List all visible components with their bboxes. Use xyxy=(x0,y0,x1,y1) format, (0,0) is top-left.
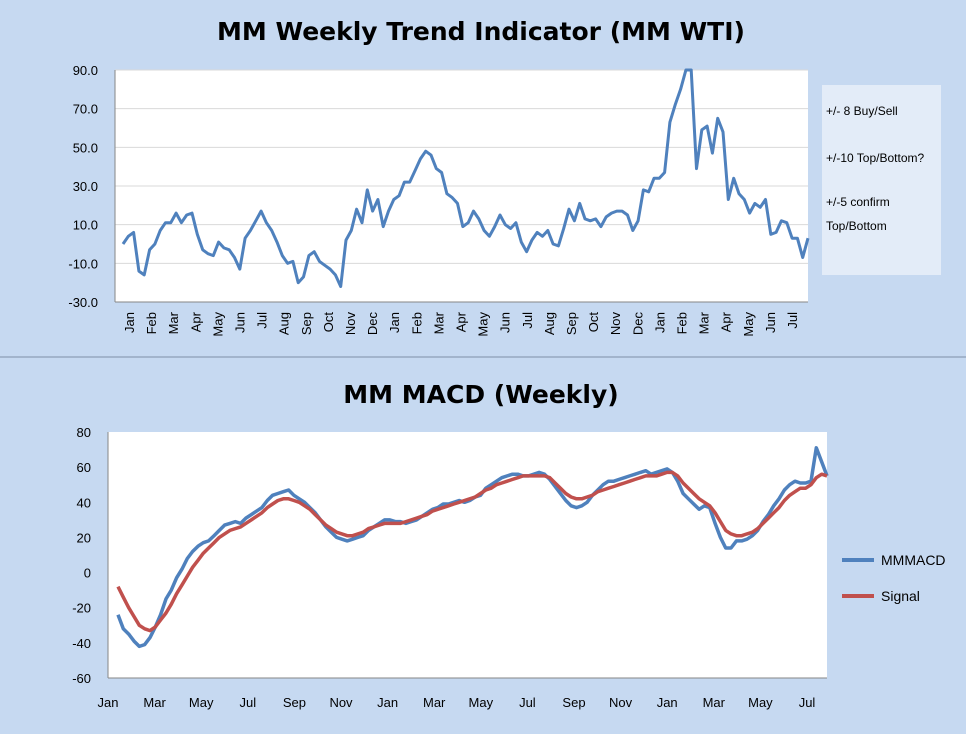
macd-x-tick-label: Mar xyxy=(423,695,446,710)
macd-chart-title: MM MACD (Weekly) xyxy=(343,380,618,409)
wti-x-tick-label: Oct xyxy=(321,312,336,333)
wti-note-1: +/- 8 Buy/Sell xyxy=(826,104,898,118)
wti-x-tick-label: Mar xyxy=(697,311,712,334)
wti-x-tick-label: May xyxy=(476,312,491,337)
wti-x-tick-label: Jan xyxy=(652,312,667,333)
wti-x-tick-label: Feb xyxy=(144,312,159,334)
wti-x-tick-label: Aug xyxy=(277,312,292,335)
macd-x-tick-label: Jul xyxy=(519,695,536,710)
wti-chart-title: MM Weekly Trend Indicator (MM WTI) xyxy=(217,17,745,46)
wti-notes-box xyxy=(822,85,941,275)
wti-x-tick-label: Jun xyxy=(763,312,778,333)
wti-x-tick-label: Mar xyxy=(166,311,181,334)
wti-x-tick-label: Jul xyxy=(255,312,270,329)
macd-x-tick-label: Mar xyxy=(143,695,166,710)
wti-y-tick-label: 90.0 xyxy=(73,63,98,78)
wti-y-tick-label: -30.0 xyxy=(68,295,98,310)
wti-note-3: +/-5 confirm xyxy=(826,195,890,209)
wti-x-tick-label: Dec xyxy=(630,312,645,336)
wti-x-tick-label: Jun xyxy=(233,312,248,333)
macd-x-tick-label: May xyxy=(189,695,214,710)
wti-x-tick-label: Apr xyxy=(719,311,734,332)
wti-y-tick-label: 70.0 xyxy=(73,102,98,117)
legend-macd-label: MMMACD xyxy=(881,552,946,568)
macd-x-tick-label: Sep xyxy=(283,695,306,710)
wti-x-tick-label: Apr xyxy=(454,311,469,332)
wti-note-2: +/-10 Top/Bottom? xyxy=(826,151,925,165)
wti-x-tick-label: Dec xyxy=(365,312,380,336)
macd-y-tick-label: 0 xyxy=(84,566,91,581)
macd-x-tick-label: Jul xyxy=(799,695,816,710)
wti-x-tick-label: Jan xyxy=(122,312,137,333)
wti-y-tick-label: 50.0 xyxy=(73,140,98,155)
macd-x-tick-label: Nov xyxy=(609,695,633,710)
wti-series-line xyxy=(121,68,810,288)
macd-y-tick-label: 40 xyxy=(77,495,91,510)
wti-x-tick-label: Feb xyxy=(674,312,689,334)
macd-x-tick-label: Jan xyxy=(657,695,678,710)
macd-x-tick-label: Jul xyxy=(239,695,256,710)
wti-y-tick-label: 10.0 xyxy=(73,218,98,233)
wti-x-tick-label: Sep xyxy=(564,312,579,335)
wti-x-tick-label: Jul xyxy=(520,312,535,329)
wti-x-tick-label: Nov xyxy=(608,312,623,336)
legend-signal-label: Signal xyxy=(881,588,920,604)
macd-x-tick-label: May xyxy=(469,695,494,710)
wti-x-tick-label: May xyxy=(210,312,225,337)
wti-x-tick-label: Apr xyxy=(188,311,203,332)
macd-y-tick-label: -60 xyxy=(72,671,91,686)
wti-x-tick-label: Jan xyxy=(387,312,402,333)
wti-x-tick-label: Nov xyxy=(343,312,358,336)
macd-x-tick-label: Nov xyxy=(329,695,353,710)
wti-x-tick-label: Jun xyxy=(498,312,513,333)
wti-x-tick-label: Sep xyxy=(299,312,314,335)
macd-x-tick-label: Jan xyxy=(98,695,119,710)
macd-x-tick-label: May xyxy=(748,695,773,710)
wti-y-tick-label: -10.0 xyxy=(68,256,98,271)
wti-x-tick-label: Aug xyxy=(542,312,557,335)
wti-x-tick-label: Oct xyxy=(586,312,601,333)
macd-x-tick-label: Mar xyxy=(703,695,726,710)
wti-note-4: Top/Bottom xyxy=(826,219,887,233)
macd-x-tick-label: Jan xyxy=(377,695,398,710)
macd-y-tick-label: 60 xyxy=(77,460,91,475)
macd-y-tick-label: -40 xyxy=(72,636,91,651)
macd-y-tick-label: 80 xyxy=(77,425,91,440)
macd-plot-area xyxy=(108,432,827,678)
wti-x-tick-label: Jul xyxy=(785,312,800,329)
wti-x-tick-label: Mar xyxy=(431,311,446,334)
signal-series-line xyxy=(116,470,828,633)
macd-y-tick-label: -20 xyxy=(72,601,91,616)
macd-x-tick-label: Sep xyxy=(562,695,585,710)
wti-y-tick-label: 30.0 xyxy=(73,179,98,194)
wti-x-tick-label: Feb xyxy=(409,312,424,334)
macd-y-tick-label: 20 xyxy=(77,530,91,545)
wti-x-tick-label: May xyxy=(741,312,756,337)
